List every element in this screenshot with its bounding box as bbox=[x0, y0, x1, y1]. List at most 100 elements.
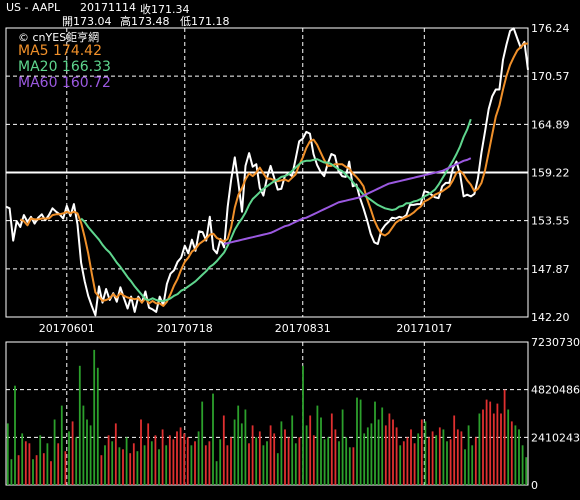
volume-bar bbox=[50, 461, 52, 485]
volume-bar bbox=[402, 441, 405, 485]
volume-bar bbox=[510, 421, 513, 485]
volume-bar bbox=[201, 401, 204, 485]
volume-bar bbox=[363, 433, 366, 485]
volume-bar bbox=[384, 425, 387, 485]
volume-bar bbox=[406, 437, 409, 485]
volume-bar bbox=[190, 445, 193, 485]
volume-bar bbox=[176, 431, 178, 485]
volume-bar bbox=[215, 461, 218, 485]
volume-bar bbox=[485, 399, 488, 485]
volume-bar bbox=[197, 431, 200, 485]
volume-bar bbox=[204, 445, 207, 485]
price-y-tick-label: 159.22 bbox=[531, 167, 570, 180]
volume-bar bbox=[496, 403, 499, 485]
volume-bar bbox=[111, 441, 114, 485]
volume-bar bbox=[374, 401, 376, 485]
volume-bar bbox=[230, 437, 232, 485]
watermark: © cnYES鉅亨網 bbox=[18, 29, 99, 45]
volume-bar bbox=[276, 453, 279, 485]
volume-bar bbox=[57, 443, 60, 485]
volume-bar bbox=[312, 435, 315, 485]
header-open: 開173.04 bbox=[62, 15, 112, 28]
header-low: 低171.18 bbox=[180, 15, 230, 28]
volume-bar bbox=[71, 421, 74, 485]
volume-bar bbox=[100, 455, 103, 485]
volume-bar bbox=[219, 439, 222, 485]
volume-bar bbox=[96, 367, 99, 485]
volume-bar bbox=[503, 389, 506, 485]
volume-bar bbox=[492, 413, 495, 485]
volume-bar bbox=[377, 419, 380, 485]
volume-bar bbox=[39, 435, 42, 485]
volume-bar bbox=[150, 441, 153, 485]
volume-bar bbox=[154, 435, 157, 485]
volume-bar bbox=[233, 419, 236, 485]
volume-bar bbox=[341, 409, 344, 485]
volume-bar bbox=[489, 401, 492, 485]
price-y-tick-label: 170.57 bbox=[531, 70, 570, 83]
volume-bar bbox=[32, 459, 34, 485]
volume-bar bbox=[327, 437, 330, 485]
volume-bar bbox=[104, 445, 106, 485]
volume-bar bbox=[172, 439, 175, 485]
volume-bar bbox=[21, 433, 24, 485]
volume-bar bbox=[208, 441, 211, 485]
volume-bar bbox=[338, 441, 340, 485]
volume-bar bbox=[356, 397, 358, 485]
volume-bar bbox=[165, 445, 168, 485]
volume-bar bbox=[78, 365, 81, 485]
volume-bar bbox=[262, 445, 265, 485]
volume-bar bbox=[431, 431, 434, 485]
volume-bar bbox=[507, 409, 510, 485]
volume-bar bbox=[471, 445, 474, 485]
volume-bar bbox=[28, 443, 31, 485]
volume-bar bbox=[449, 439, 452, 485]
volume-bar bbox=[248, 443, 250, 485]
volume-bar bbox=[68, 431, 70, 485]
volume-bar bbox=[420, 419, 423, 485]
volume-bar bbox=[410, 429, 412, 485]
volume-bar bbox=[251, 425, 254, 485]
volume-bar bbox=[370, 423, 373, 485]
volume-bar bbox=[136, 451, 139, 485]
volume-bar bbox=[460, 431, 463, 485]
volume-bar bbox=[183, 433, 186, 485]
volume-bar bbox=[446, 441, 448, 485]
volume-bar bbox=[6, 423, 9, 485]
volume-bar bbox=[395, 427, 398, 485]
volume-bar bbox=[93, 349, 96, 485]
volume-bar bbox=[86, 419, 88, 485]
volume-bar bbox=[140, 419, 142, 485]
volume-bar bbox=[298, 437, 301, 485]
volume-bar bbox=[114, 423, 117, 485]
price-y-tick-label: 142.20 bbox=[531, 311, 570, 324]
volume-bar bbox=[345, 437, 348, 485]
volume-bar bbox=[330, 413, 333, 485]
volume-bar bbox=[143, 445, 146, 485]
volume-bar bbox=[168, 435, 171, 485]
volume-bar bbox=[287, 437, 290, 485]
volume-bar bbox=[417, 433, 420, 485]
volume-bar bbox=[222, 415, 225, 485]
volume-bar bbox=[240, 423, 243, 485]
series-line-ma20 bbox=[80, 118, 472, 302]
volume-bar bbox=[269, 425, 272, 485]
volume-bar bbox=[359, 399, 362, 485]
volume-bar bbox=[388, 413, 391, 485]
volume-bar bbox=[147, 423, 150, 485]
volume-bar bbox=[435, 435, 438, 485]
volume-bar bbox=[194, 441, 196, 485]
price-x-tick-label: 20170601 bbox=[39, 322, 95, 335]
volume-bar bbox=[518, 429, 520, 485]
legend-ma5: MA5 174.42 bbox=[18, 43, 102, 59]
volume-bar bbox=[399, 445, 402, 485]
volume-bar bbox=[266, 441, 268, 485]
volume-bar bbox=[24, 441, 27, 485]
volume-bar bbox=[514, 425, 517, 485]
volume-bar bbox=[284, 429, 286, 485]
price-y-tick-label: 164.89 bbox=[531, 118, 570, 131]
volume-bar bbox=[273, 433, 276, 485]
copyright-icon: © bbox=[18, 31, 29, 44]
volume-bar bbox=[320, 417, 322, 485]
